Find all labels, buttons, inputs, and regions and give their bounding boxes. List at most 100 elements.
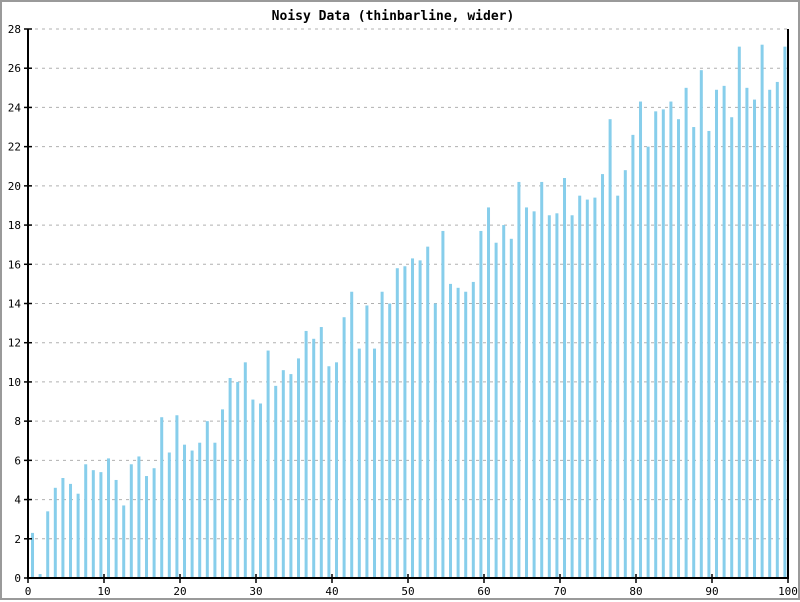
bar — [411, 258, 415, 578]
x-tick-label: 10 — [97, 585, 110, 598]
bar — [145, 476, 149, 578]
bar — [601, 174, 605, 578]
bar — [449, 283, 453, 578]
bar — [221, 409, 225, 578]
y-tick-label: 2 — [14, 533, 21, 546]
y-tick-label: 20 — [8, 180, 21, 193]
x-tick-label: 60 — [477, 585, 490, 598]
bar — [357, 348, 361, 578]
bar — [768, 89, 772, 578]
y-tick-label: 10 — [8, 376, 21, 389]
bar — [418, 260, 422, 578]
y-tick-label: 6 — [14, 454, 21, 467]
bar — [563, 178, 567, 578]
bar — [487, 207, 491, 578]
y-tick-label: 22 — [8, 141, 21, 154]
x-tick-label: 100 — [778, 585, 798, 598]
bar — [213, 442, 217, 578]
bar — [304, 330, 308, 578]
bar — [99, 472, 103, 578]
bar — [699, 70, 703, 579]
bar — [525, 207, 529, 578]
bar — [84, 464, 88, 578]
bar — [737, 46, 741, 578]
bar — [692, 127, 696, 578]
bar — [266, 350, 270, 578]
bar — [297, 358, 301, 578]
bar — [730, 117, 734, 578]
bar — [190, 450, 194, 578]
bar — [654, 111, 658, 578]
bar — [259, 403, 263, 578]
bar — [585, 199, 589, 578]
bar — [403, 266, 407, 578]
bar — [608, 119, 612, 578]
bar — [661, 109, 665, 578]
bar — [532, 211, 536, 578]
bar — [69, 483, 73, 578]
bar — [61, 478, 65, 578]
bar — [129, 464, 133, 578]
bar — [669, 101, 673, 579]
x-tick-label: 70 — [553, 585, 566, 598]
y-tick-label: 0 — [14, 572, 21, 585]
bar — [107, 458, 111, 578]
chart-title: Noisy Data (thinbarline, wider) — [271, 9, 515, 24]
bar — [53, 487, 57, 578]
bar — [365, 305, 369, 578]
bar — [540, 181, 544, 578]
bar — [175, 415, 179, 578]
bar — [251, 399, 255, 578]
bar — [433, 303, 437, 578]
bar — [509, 238, 513, 579]
y-tick-label: 8 — [14, 415, 21, 428]
bar — [464, 291, 468, 578]
bar — [91, 470, 95, 578]
y-tick-label: 4 — [14, 494, 21, 507]
y-tick-label: 28 — [8, 23, 21, 36]
bar — [380, 291, 384, 578]
bar — [715, 89, 719, 578]
y-tick-label: 26 — [8, 62, 21, 75]
bar — [388, 303, 392, 578]
bar — [441, 230, 445, 578]
bar — [137, 456, 141, 578]
bar — [373, 348, 377, 578]
x-tick-label: 50 — [401, 585, 414, 598]
x-tick-label: 30 — [249, 585, 262, 598]
bar — [783, 46, 787, 578]
bar — [312, 338, 316, 578]
bar — [152, 468, 156, 578]
bar — [46, 511, 50, 578]
bar — [684, 87, 688, 578]
bar — [205, 421, 209, 578]
bar — [517, 181, 521, 578]
x-tick-label: 80 — [629, 585, 642, 598]
x-tick-label: 0 — [25, 585, 32, 598]
bar — [289, 374, 293, 578]
bar — [183, 444, 187, 578]
bar — [160, 417, 164, 578]
bar — [350, 291, 354, 578]
bar — [456, 287, 460, 578]
bar — [502, 225, 506, 578]
y-tick-label: 18 — [8, 219, 21, 232]
bar — [426, 246, 430, 578]
bar — [555, 213, 559, 578]
bar — [167, 452, 171, 578]
bar — [243, 362, 247, 578]
bar — [760, 44, 764, 578]
x-tick-label: 40 — [325, 585, 338, 598]
bar — [707, 130, 711, 578]
bar — [547, 215, 551, 578]
bar — [228, 378, 232, 578]
bar — [775, 81, 779, 578]
bar — [646, 146, 650, 578]
bar — [395, 268, 399, 578]
bar — [631, 134, 635, 578]
bar — [578, 195, 582, 578]
bar — [274, 385, 278, 578]
bar — [38, 574, 42, 578]
x-tick-label: 90 — [705, 585, 718, 598]
